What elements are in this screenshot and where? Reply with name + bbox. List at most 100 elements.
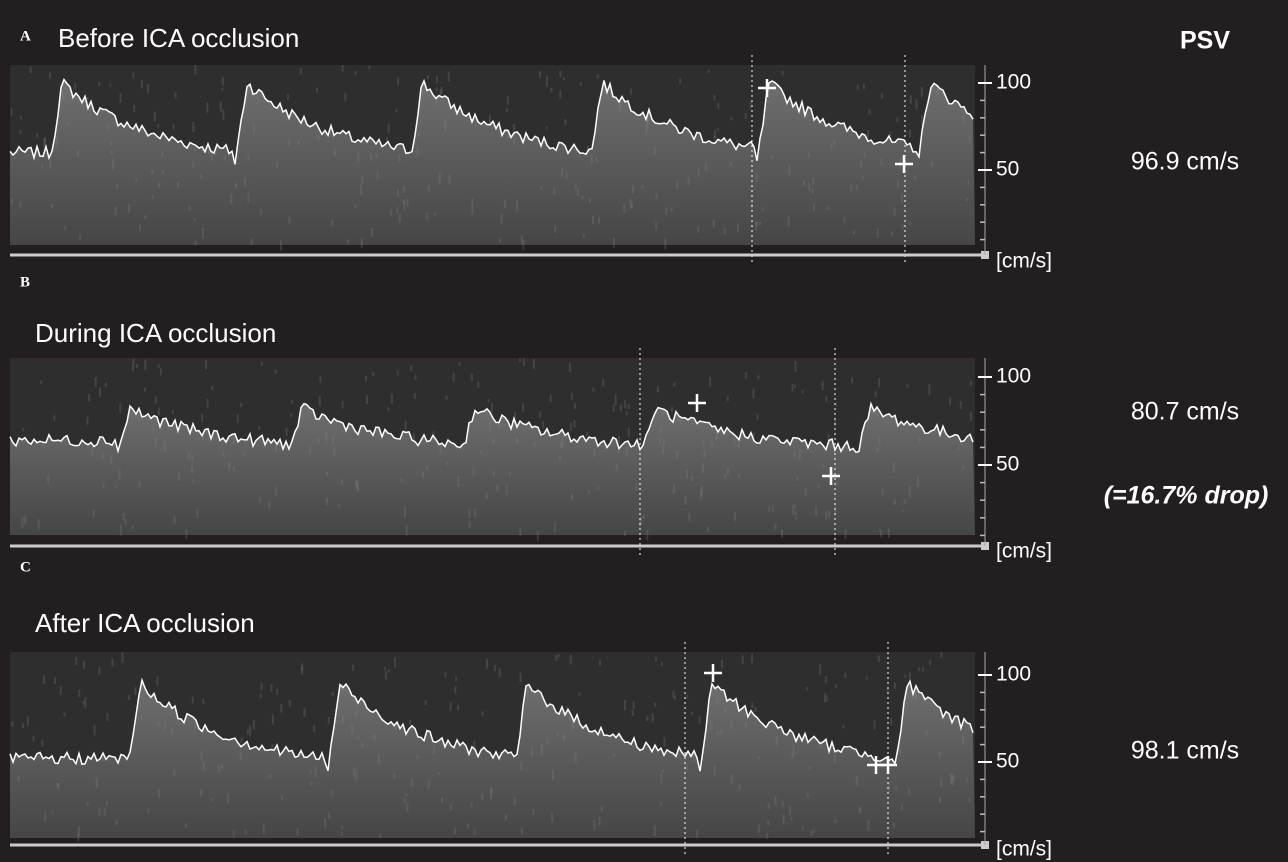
speckle [450, 805, 452, 810]
speckle [539, 411, 541, 417]
speckle [890, 718, 892, 725]
speckle [802, 826, 804, 830]
speckle [546, 127, 548, 130]
speckle [734, 440, 736, 447]
speckle [794, 385, 796, 388]
speckle [355, 204, 357, 208]
speckle [233, 830, 235, 838]
speckle [19, 202, 21, 208]
speckle [874, 720, 876, 729]
speckle [411, 779, 413, 787]
speckle [717, 128, 719, 131]
speckle [195, 241, 197, 246]
speckle [781, 529, 783, 538]
speckle [714, 95, 716, 100]
speckle [33, 736, 35, 742]
speckle [38, 519, 40, 529]
speckle [909, 130, 911, 138]
speckle [825, 676, 827, 683]
speckle [950, 773, 952, 783]
speckle [376, 153, 378, 159]
speckle [660, 774, 662, 783]
speckle [808, 183, 810, 191]
speckle [893, 462, 895, 473]
speckle [657, 386, 659, 392]
speckle [755, 707, 757, 712]
speckle [404, 798, 406, 803]
speckle [474, 508, 476, 517]
speckle [522, 403, 524, 411]
speckle [116, 184, 118, 190]
axis-tick-label: 50 [996, 158, 1019, 181]
speckle [235, 183, 237, 188]
speckle [756, 173, 758, 182]
speckle [261, 362, 263, 366]
speckle [162, 171, 164, 175]
speckle [550, 394, 552, 402]
speckle [776, 91, 778, 94]
speckle [158, 364, 160, 368]
speckle [56, 137, 58, 148]
speckle [863, 84, 865, 89]
speckle [436, 76, 438, 83]
speckle [671, 208, 673, 212]
speckle [513, 124, 515, 133]
speckle [835, 684, 837, 688]
speckle [98, 666, 100, 674]
speckle [88, 394, 90, 402]
speckle [243, 453, 245, 456]
speckle [111, 151, 113, 155]
speckle [686, 470, 688, 478]
speckle [921, 87, 923, 97]
speckle [135, 178, 137, 182]
speckle [192, 697, 194, 704]
speckle [795, 361, 797, 372]
speckle [904, 499, 906, 504]
speckle [793, 452, 795, 457]
speckle [750, 101, 752, 108]
speckle [756, 414, 758, 420]
speckle [106, 801, 108, 805]
speckle [721, 729, 723, 735]
speckle [326, 498, 328, 505]
speckle [806, 687, 808, 690]
speckle [396, 207, 398, 214]
speckle [632, 710, 634, 716]
speckle [962, 736, 964, 745]
speckle [878, 655, 880, 662]
speckle [555, 655, 557, 661]
speckle [310, 782, 312, 786]
speckle [47, 476, 49, 483]
speckle [968, 181, 970, 185]
speckle [121, 652, 123, 662]
speckle [227, 793, 229, 803]
speckle [794, 504, 796, 508]
speckle [842, 725, 844, 729]
speckle [158, 182, 160, 187]
speckle [552, 770, 554, 780]
speckle [115, 485, 117, 488]
speckle [438, 772, 440, 775]
panel-letter: C [20, 559, 31, 575]
speckle [834, 819, 836, 823]
speckle [494, 665, 496, 671]
speckle [771, 155, 773, 159]
speckle [370, 154, 372, 161]
speckle [144, 215, 146, 218]
speckle [406, 525, 408, 536]
speckle [446, 395, 448, 399]
axis-unit: [cm/s] [996, 250, 1052, 273]
speckle [705, 163, 707, 171]
speckle [542, 421, 544, 428]
speckle [856, 776, 858, 786]
speckle [507, 96, 509, 105]
speckle [207, 399, 209, 408]
speckle [116, 820, 118, 826]
speckle [192, 161, 194, 168]
speckle [86, 417, 88, 425]
speckle [662, 447, 664, 454]
speckle [772, 506, 774, 513]
speckle [455, 677, 457, 681]
speckle [379, 833, 381, 838]
speckle [889, 132, 891, 136]
